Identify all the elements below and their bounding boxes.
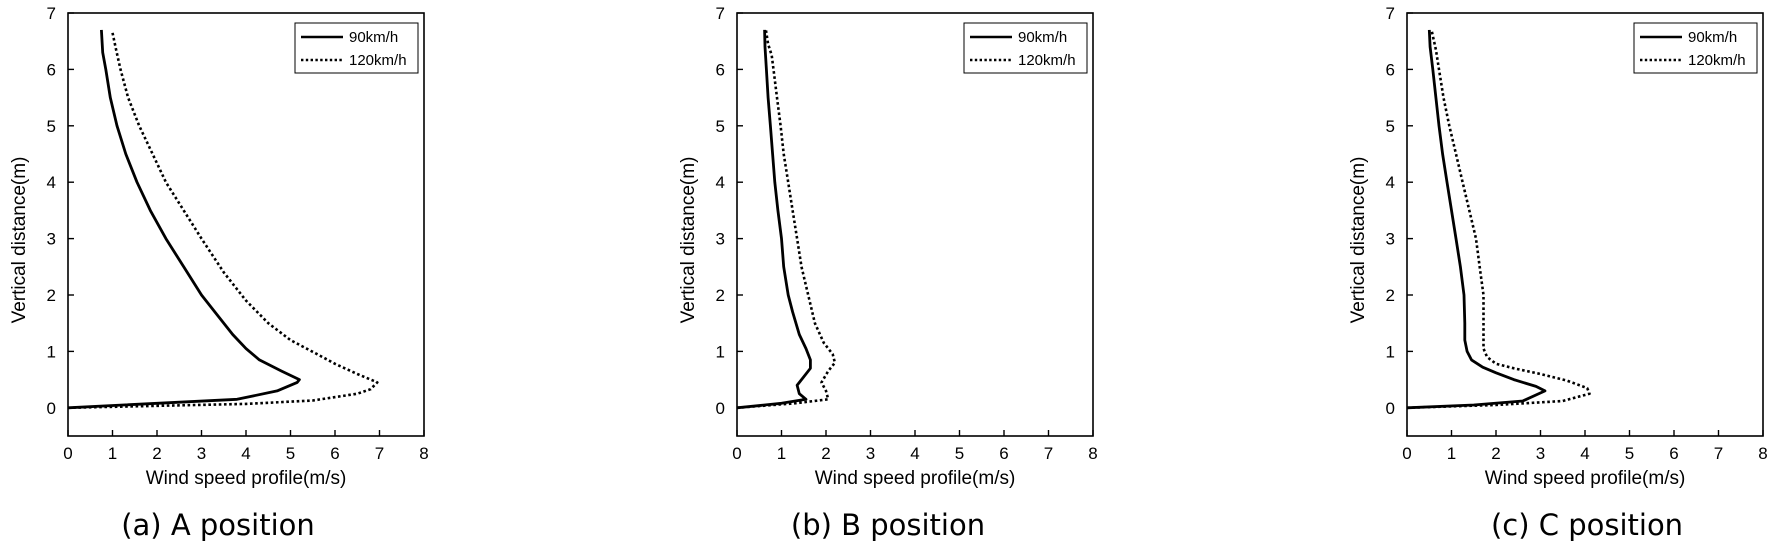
x-tick-label: 2 [152,444,161,463]
x-tick-label: 8 [419,444,428,463]
legend-label-90: 90km/h [1688,29,1737,46]
legend-box [294,22,419,74]
legend: 90km/h 120km/h [963,22,1088,74]
y-tick-label: 6 [1386,60,1395,79]
y-ticks: 0 1 2 3 4 5 6 7 [716,4,743,418]
x-tick-label: 5 [955,444,964,463]
y-tick-label: 3 [1386,230,1395,249]
x-ticks: 0 1 2 3 4 5 6 7 8 [732,430,1098,463]
x-tick-label: 3 [197,444,206,463]
legend: 90km/h 120km/h [294,22,419,74]
x-tick-label: 0 [1402,444,1411,463]
plot-frame [736,12,1094,437]
legend-box [1633,22,1758,74]
y-axis-label: Vertical distance(m) [678,157,699,324]
series-line-120kmh [1406,29,1591,410]
x-tick-label: 7 [375,444,384,463]
panel-caption: (c) C position [1491,508,1683,542]
y-tick-label: 4 [1386,173,1395,192]
x-tick-label: 6 [330,444,339,463]
y-axis-label: Vertical distance(m) [1348,157,1369,324]
x-tick-label: 4 [910,444,919,463]
legend-label-120: 120km/h [349,52,407,69]
legend-box [963,22,1088,74]
series-lines [1406,29,1591,410]
x-tick-label: 8 [1758,444,1767,463]
series-line-90kmh [1406,29,1547,410]
y-tick-label: 2 [47,286,56,305]
legend-label-120: 120km/h [1688,52,1746,69]
x-tick-label: 3 [1536,444,1545,463]
x-ticks: 0 1 2 3 4 5 6 7 8 [63,430,429,463]
y-tick-label: 2 [716,286,725,305]
x-tick-label: 4 [241,444,250,463]
x-tick-label: 7 [1044,444,1053,463]
plot-frame [67,12,425,437]
y-tick-label: 4 [716,173,725,192]
series-line-120kmh [736,29,837,410]
y-tick-label: 4 [47,173,56,192]
plot-frame [1406,12,1764,437]
y-tick-label: 6 [47,60,56,79]
series-lines [67,29,379,410]
x-tick-label: 6 [999,444,1008,463]
y-tick-label: 7 [47,4,56,23]
x-tick-label: 1 [777,444,786,463]
x-axis-label: Wind speed profile(m/s) [1485,468,1686,489]
series-line-120kmh [67,32,379,410]
legend-label-120: 120km/h [1018,52,1076,69]
panel-caption: (a) A position [121,508,315,542]
x-tick-label: 5 [1625,444,1634,463]
x-tick-label: 0 [63,444,72,463]
x-tick-label: 0 [732,444,741,463]
y-tick-label: 1 [1386,342,1395,361]
series-line-90kmh [736,29,812,410]
y-tick-label: 3 [716,230,725,249]
x-axis-label: Wind speed profile(m/s) [146,468,347,489]
series-lines [736,29,837,410]
legend-label-90: 90km/h [1018,29,1067,46]
legend-label-90: 90km/h [349,29,398,46]
y-tick-label: 6 [716,60,725,79]
y-ticks: 0 1 2 3 4 5 6 7 [47,4,74,418]
x-tick-label: 5 [286,444,295,463]
x-tick-label: 3 [866,444,875,463]
x-tick-label: 2 [1491,444,1500,463]
x-tick-label: 4 [1580,444,1589,463]
y-ticks: 0 1 2 3 4 5 6 7 [1386,4,1413,418]
x-tick-label: 1 [1447,444,1456,463]
legend: 90km/h 120km/h [1633,22,1758,74]
x-axis-label: Wind speed profile(m/s) [815,468,1016,489]
y-tick-label: 0 [716,399,725,418]
x-tick-label: 2 [821,444,830,463]
x-tick-label: 7 [1714,444,1723,463]
x-tick-label: 1 [108,444,117,463]
y-axis-label: Vertical distance(m) [9,157,30,324]
y-tick-label: 3 [47,230,56,249]
y-tick-label: 7 [1386,4,1395,23]
y-tick-label: 5 [716,117,725,136]
x-tick-label: 8 [1088,444,1097,463]
series-line-90kmh [67,29,301,410]
y-tick-label: 5 [1386,117,1395,136]
y-tick-label: 5 [47,117,56,136]
x-ticks: 0 1 2 3 4 5 6 7 8 [1402,430,1768,463]
y-tick-label: 2 [1386,286,1395,305]
panel-caption: (b) B position [791,508,985,542]
x-tick-label: 6 [1669,444,1678,463]
y-tick-label: 0 [47,399,56,418]
y-tick-label: 7 [716,4,725,23]
y-tick-label: 0 [1386,399,1395,418]
y-tick-label: 1 [47,342,56,361]
y-tick-label: 1 [716,342,725,361]
